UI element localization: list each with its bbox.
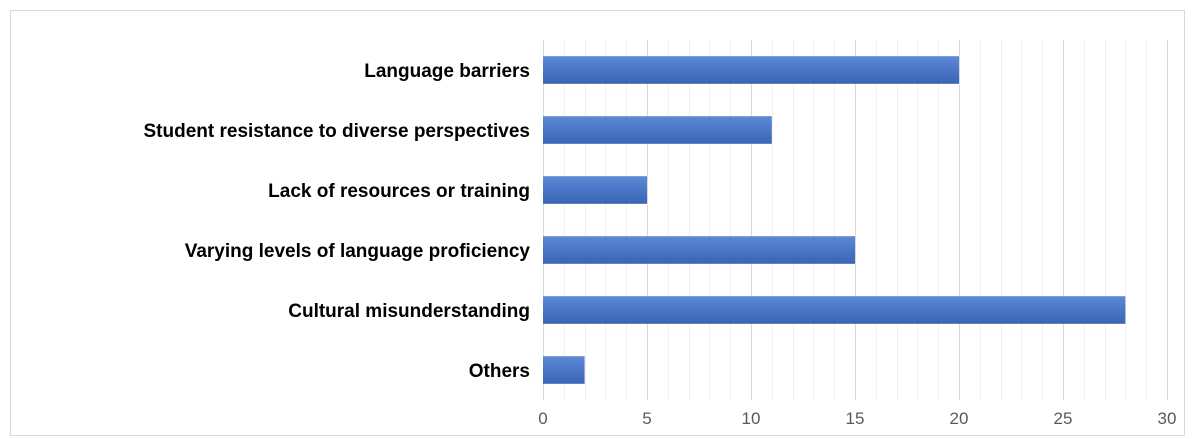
category-label: Varying levels of language proficiency bbox=[185, 241, 531, 262]
category-label: Language barriers bbox=[364, 61, 530, 82]
bar-varying-levels-of-language-proficiency bbox=[543, 236, 855, 264]
category-label: Lack of resources or training bbox=[268, 181, 530, 202]
x-tick-label: 20 bbox=[950, 409, 969, 428]
bar-language-barriers bbox=[543, 56, 959, 84]
bar-lack-of-resources-or-training bbox=[543, 176, 647, 204]
category-labels: Language barriers Student resistance to d… bbox=[144, 61, 531, 382]
category-label: Cultural misunderstanding bbox=[288, 301, 530, 322]
x-tick-label: 15 bbox=[846, 409, 865, 428]
x-axis-ticks: 0 5 10 15 20 25 30 bbox=[538, 409, 1176, 428]
x-tick-label: 25 bbox=[1054, 409, 1073, 428]
bar-student-resistance-to-diverse-perspectives bbox=[543, 116, 772, 144]
bar-cultural-misunderstanding bbox=[543, 296, 1126, 324]
x-tick-label: 10 bbox=[742, 409, 761, 428]
bar-others bbox=[543, 356, 585, 384]
category-label: Others bbox=[469, 361, 530, 382]
bars bbox=[543, 56, 1126, 384]
x-tick-label: 30 bbox=[1158, 409, 1177, 428]
x-tick-label: 0 bbox=[538, 409, 547, 428]
x-tick-label: 5 bbox=[642, 409, 651, 428]
category-label: Student resistance to diverse perspectiv… bbox=[144, 121, 531, 142]
gridlines bbox=[543, 40, 1168, 400]
